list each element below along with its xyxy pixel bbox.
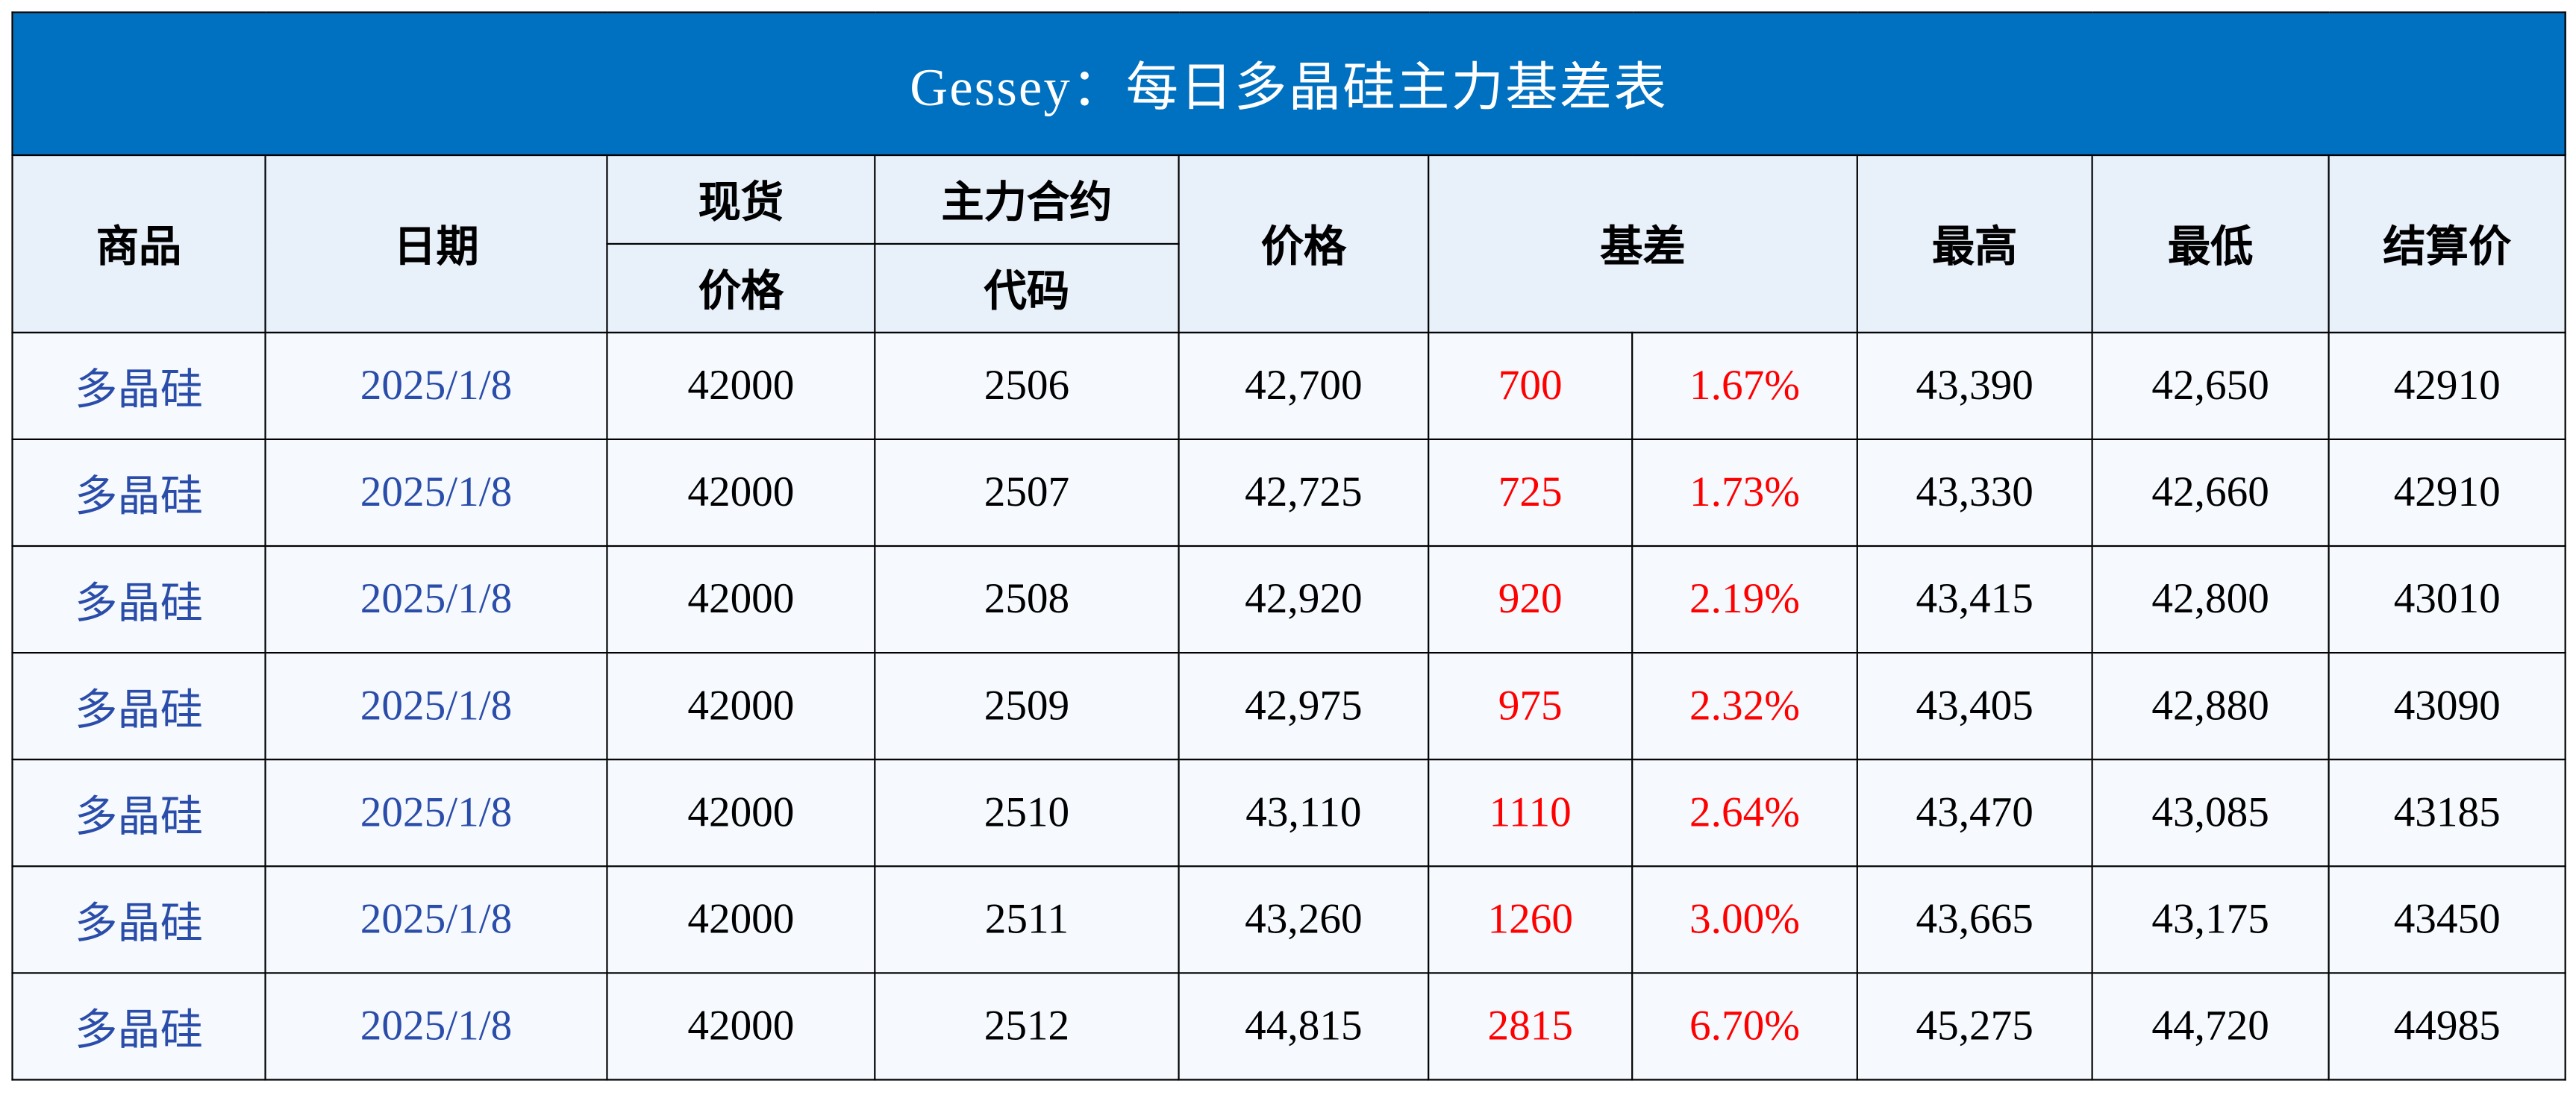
cell-high: 43,470 bbox=[1856, 759, 2093, 868]
cell-basis-pct: 1.67% bbox=[1631, 331, 1858, 441]
cell-product: 多晶硅 bbox=[11, 865, 266, 974]
cell-basis-pct: 6.70% bbox=[1631, 972, 1858, 1081]
header-high: 最高 bbox=[1856, 154, 2093, 333]
table-title: Gessey：每日多晶硅主力基差表 bbox=[11, 11, 2566, 157]
cell-low: 43,175 bbox=[2091, 865, 2330, 974]
cell-basis-pct: 2.19% bbox=[1631, 545, 1858, 654]
cell-basis: 700 bbox=[1428, 331, 1634, 441]
cell-basis-pct: 1.73% bbox=[1631, 438, 1858, 548]
header-price: 价格 bbox=[1178, 154, 1430, 333]
table-row: 多晶硅 2025/1/8 42000 2509 42,975 975 2.32% 43,405… bbox=[11, 651, 2566, 761]
cell-spot: 42000 bbox=[606, 759, 876, 868]
cell-date: 2025/1/8 bbox=[264, 972, 608, 1081]
cell-basis-pct: 3.00% bbox=[1631, 865, 1858, 974]
cell-product: 多晶硅 bbox=[11, 331, 266, 441]
cell-spot: 42000 bbox=[606, 438, 876, 548]
header-settle: 结算价 bbox=[2328, 154, 2566, 333]
cell-settle: 42910 bbox=[2328, 331, 2566, 441]
cell-high: 43,390 bbox=[1856, 331, 2093, 441]
cell-price: 44,815 bbox=[1178, 972, 1430, 1081]
cell-price: 42,725 bbox=[1178, 438, 1430, 548]
header-main-contract: 主力合约 bbox=[874, 154, 1180, 245]
header-date: 日期 bbox=[264, 154, 608, 333]
cell-spot: 42000 bbox=[606, 865, 876, 974]
cell-settle: 44985 bbox=[2328, 972, 2566, 1081]
cell-high: 43,405 bbox=[1856, 651, 2093, 761]
header-contract-code: 代码 bbox=[874, 242, 1180, 333]
cell-code: 2510 bbox=[874, 759, 1180, 868]
cell-price: 42,920 bbox=[1178, 545, 1430, 654]
cell-spot: 42000 bbox=[606, 972, 876, 1081]
cell-basis: 1260 bbox=[1428, 865, 1634, 974]
cell-price: 42,975 bbox=[1178, 651, 1430, 761]
cell-high: 43,330 bbox=[1856, 438, 2093, 548]
cell-basis: 1110 bbox=[1428, 759, 1634, 868]
cell-code: 2509 bbox=[874, 651, 1180, 761]
table-row: 多晶硅 2025/1/8 42000 2510 43,110 1110 2.64% 43,47… bbox=[11, 759, 2566, 868]
cell-basis: 2815 bbox=[1428, 972, 1634, 1081]
cell-spot: 42000 bbox=[606, 651, 876, 761]
cell-date: 2025/1/8 bbox=[264, 865, 608, 974]
cell-low: 43,085 bbox=[2091, 759, 2330, 868]
cell-date: 2025/1/8 bbox=[264, 651, 608, 761]
cell-spot: 42000 bbox=[606, 545, 876, 654]
header-spot-price: 价格 bbox=[606, 242, 876, 333]
header-basis: 基差 bbox=[1428, 154, 1858, 333]
cell-code: 2512 bbox=[874, 972, 1180, 1081]
cell-low: 42,880 bbox=[2091, 651, 2330, 761]
cell-low: 44,720 bbox=[2091, 972, 2330, 1081]
cell-code: 2506 bbox=[874, 331, 1180, 441]
cell-low: 42,650 bbox=[2091, 331, 2330, 441]
cell-price: 43,110 bbox=[1178, 759, 1430, 868]
cell-settle: 43450 bbox=[2328, 865, 2566, 974]
cell-basis: 725 bbox=[1428, 438, 1634, 548]
cell-date: 2025/1/8 bbox=[264, 438, 608, 548]
cell-basis-pct: 2.64% bbox=[1631, 759, 1858, 868]
cell-price: 43,260 bbox=[1178, 865, 1430, 974]
cell-spot: 42000 bbox=[606, 331, 876, 441]
cell-product: 多晶硅 bbox=[11, 545, 266, 654]
table-row: 多晶硅 2025/1/8 42000 2506 42,700 700 1.67% 43,390… bbox=[11, 331, 2566, 441]
cell-basis: 920 bbox=[1428, 545, 1634, 654]
cell-settle: 43090 bbox=[2328, 651, 2566, 761]
cell-basis-pct: 2.32% bbox=[1631, 651, 1858, 761]
cell-high: 43,415 bbox=[1856, 545, 2093, 654]
cell-product: 多晶硅 bbox=[11, 972, 266, 1081]
cell-basis: 975 bbox=[1428, 651, 1634, 761]
cell-settle: 43185 bbox=[2328, 759, 2566, 868]
cell-high: 45,275 bbox=[1856, 972, 2093, 1081]
header-spot: 现货 bbox=[606, 154, 876, 245]
cell-low: 42,800 bbox=[2091, 545, 2330, 654]
table-body: 多晶硅 2025/1/8 42000 2506 42,700 700 1.67% 43,390… bbox=[11, 331, 2566, 1081]
cell-code: 2511 bbox=[874, 865, 1180, 974]
table-row: 多晶硅 2025/1/8 42000 2508 42,920 920 2.19% 43,415… bbox=[11, 545, 2566, 654]
cell-date: 2025/1/8 bbox=[264, 759, 608, 868]
cell-high: 43,665 bbox=[1856, 865, 2093, 974]
cell-product: 多晶硅 bbox=[11, 651, 266, 761]
cell-code: 2507 bbox=[874, 438, 1180, 548]
cell-date: 2025/1/8 bbox=[264, 545, 608, 654]
basis-table: Gessey：每日多晶硅主力基差表 商品 日期 现货 主力合约 价格 基差 最高… bbox=[11, 11, 2566, 1081]
cell-settle: 43010 bbox=[2328, 545, 2566, 654]
cell-settle: 42910 bbox=[2328, 438, 2566, 548]
table-row: 多晶硅 2025/1/8 42000 2511 43,260 1260 3.00% 43,66… bbox=[11, 865, 2566, 974]
table-row: 多晶硅 2025/1/8 42000 2512 44,815 2815 6.70% 45,27… bbox=[11, 972, 2566, 1081]
header-product: 商品 bbox=[11, 154, 266, 333]
cell-product: 多晶硅 bbox=[11, 438, 266, 548]
cell-product: 多晶硅 bbox=[11, 759, 266, 868]
cell-code: 2508 bbox=[874, 545, 1180, 654]
cell-price: 42,700 bbox=[1178, 331, 1430, 441]
table-row: 多晶硅 2025/1/8 42000 2507 42,725 725 1.73% 43,330… bbox=[11, 438, 2566, 548]
header-low: 最低 bbox=[2091, 154, 2330, 333]
cell-low: 42,660 bbox=[2091, 438, 2330, 548]
cell-date: 2025/1/8 bbox=[264, 331, 608, 441]
